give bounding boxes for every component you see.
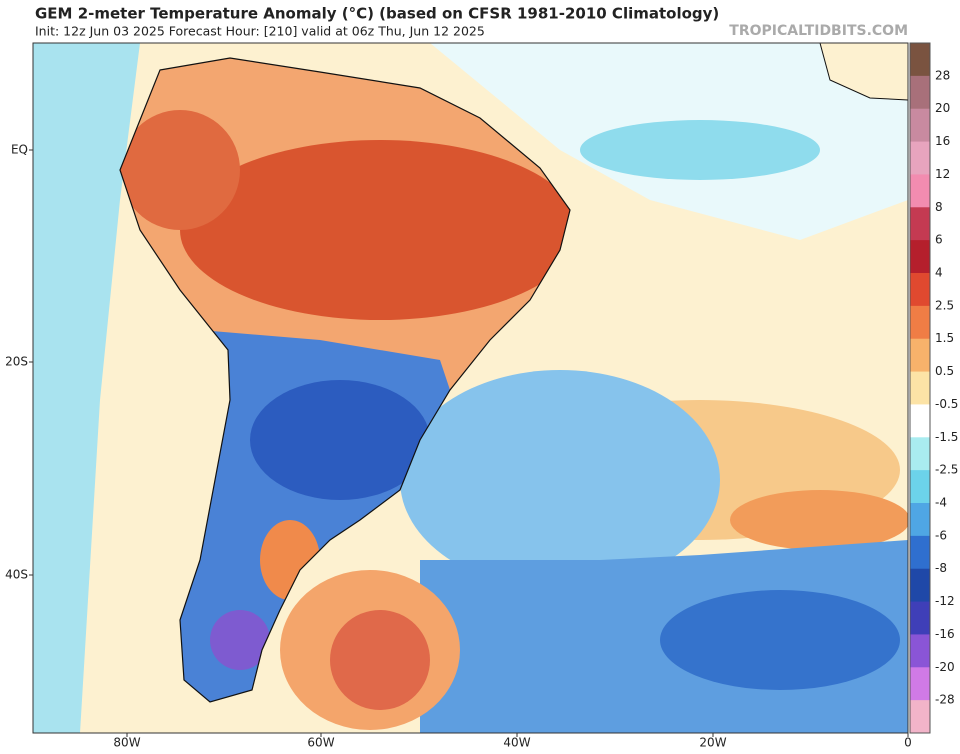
colorbar-label: -8 — [935, 561, 947, 575]
colorbar-segment — [910, 667, 930, 701]
colorbar-label: -1.5 — [935, 430, 958, 444]
map-field — [33, 43, 908, 733]
colorbar-label: -6 — [935, 528, 947, 542]
colorbar-label: 12 — [935, 167, 950, 181]
colorbar-label: -16 — [935, 627, 955, 641]
colorbar-segment — [910, 568, 930, 603]
colorbar-label: -0.5 — [935, 397, 958, 411]
colorbar-label: 6 — [935, 233, 943, 247]
colorbar-label: 8 — [935, 200, 943, 214]
watermark: TROPICALTIDBITS.COM — [729, 23, 908, 39]
colorbar-label: 1.5 — [935, 331, 954, 345]
colorbar-label: -12 — [935, 594, 955, 608]
lon-label: 80W — [113, 736, 140, 750]
colorbar-segment — [910, 240, 930, 274]
colorbar-segment — [910, 305, 930, 340]
colorbar-label: 0.5 — [935, 364, 954, 378]
colorbar-label: 2.5 — [935, 298, 954, 312]
lon-label: 60W — [307, 736, 334, 750]
colorbar-segment — [910, 43, 930, 77]
lon-label: 0 — [904, 736, 912, 750]
colorbar: 28 20 16 12 8 6 4 2.5 1.5 0.5 -0.5 -1.5 -2.5 -4 -6 -8 -1… — [909, 42, 958, 734]
colorbar-segment — [910, 338, 930, 373]
colorbar-label: -20 — [935, 660, 955, 674]
title: GEM 2-meter Temperature Anomaly (°C) (ba… — [35, 5, 719, 23]
colorbar-segment — [910, 437, 930, 471]
colorbar-segment — [910, 273, 930, 307]
coastline — [119, 57, 571, 703]
colorbar-segment — [910, 75, 930, 110]
lon-label: 20W — [699, 736, 726, 750]
colorbar-label: -28 — [935, 693, 955, 707]
colorbar-frame — [909, 42, 931, 734]
colorbar-segment — [910, 634, 930, 668]
subtitle: Init: 12z Jun 03 2025 Forecast Hour: [21… — [35, 24, 485, 39]
colorbar-label: -2.5 — [935, 463, 958, 477]
colorbar-segment — [910, 535, 930, 570]
colorbar-label: 4 — [935, 266, 943, 280]
colorbar-segment — [910, 371, 930, 405]
colorbar-segment — [910, 503, 930, 537]
lat-label: 20S — [5, 355, 28, 369]
lat-label: EQ — [11, 143, 28, 157]
colorbar-label: 20 — [935, 101, 950, 115]
colorbar-segment — [910, 174, 930, 208]
colorbar-label: -4 — [935, 496, 947, 510]
colorbar-segment — [910, 141, 930, 175]
colorbar-segment — [910, 108, 930, 143]
lon-label: 40W — [503, 736, 530, 750]
colorbar-segment — [910, 404, 930, 438]
map-frame — [32, 42, 909, 734]
colorbar-segment — [910, 601, 930, 635]
colorbar-label: 16 — [935, 134, 950, 148]
colorbar-segment — [910, 207, 930, 241]
colorbar-segment — [910, 700, 930, 734]
axes: EQ 20S 40S 80W 60W 40W 20W 0 — [5, 143, 912, 750]
colorbar-segment — [910, 470, 930, 504]
colorbar-label: 28 — [935, 68, 950, 82]
lat-label: 40S — [5, 568, 28, 582]
